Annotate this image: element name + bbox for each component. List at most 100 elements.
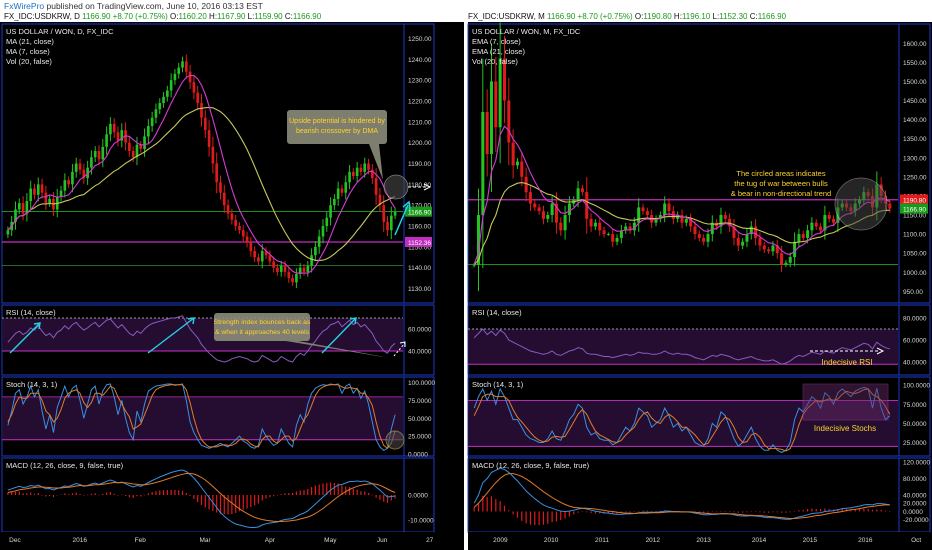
candle-body xyxy=(36,184,40,195)
histogram-bar xyxy=(729,511,731,512)
candle-body xyxy=(784,262,788,265)
publish-info: published on TradingView.com, June 10, 2… xyxy=(44,1,263,11)
histogram-bar xyxy=(806,509,809,512)
histogram-bar xyxy=(64,493,66,495)
candle-body xyxy=(823,215,827,231)
monthly-macd-ytick-label: 120.0000 xyxy=(903,460,930,467)
monthly-rsi-dashed-arrowhead xyxy=(876,347,885,355)
histogram-bar xyxy=(850,509,852,512)
histogram-bar xyxy=(98,494,100,496)
monthly-stoch-series-1 xyxy=(473,386,891,454)
daily-price-candles xyxy=(6,54,397,289)
daily-price-legend-entry: Vol (20, false) xyxy=(6,57,52,66)
candle-body xyxy=(128,142,131,151)
daily-rsi-callout-text: & when it approaches 40 levels xyxy=(215,329,310,336)
candle-body xyxy=(615,237,619,242)
daily-price-ytick-label: 1170.00 xyxy=(408,203,431,210)
monthly-stoch-series-2 xyxy=(473,388,891,452)
candle-body xyxy=(680,215,684,223)
monthly-rsi-band-fill xyxy=(468,329,898,365)
histogram-bar xyxy=(793,511,796,512)
candle-body xyxy=(348,171,351,183)
candle-body xyxy=(498,58,502,128)
daily-x-tick-label: May xyxy=(324,537,337,544)
histogram-bar xyxy=(37,493,39,495)
candle-body xyxy=(472,264,476,266)
candle-body xyxy=(310,255,313,266)
candle-body xyxy=(832,218,836,223)
monthly-x-tick-label: 2014 xyxy=(752,537,767,544)
monthly-price-title: US DOLLAR / WON, M, FX_IDC xyxy=(472,27,581,36)
histogram-bar xyxy=(586,511,588,513)
histogram-bar xyxy=(785,511,787,513)
monthly-rsi-annotation-text: Indecisive RSI xyxy=(821,358,872,367)
monthly-x-tick-label: 2016 xyxy=(858,537,873,544)
daily-price-price-tag-box xyxy=(405,236,432,247)
monthly-price-ytick-label: 1450.00 xyxy=(903,98,927,105)
monthly-x-tick-label: 2012 xyxy=(646,537,661,544)
histogram-bar xyxy=(102,493,104,495)
candle-body xyxy=(507,100,511,143)
histogram-bar xyxy=(185,493,187,495)
histogram-bar xyxy=(394,495,396,499)
histogram-bar xyxy=(802,509,804,512)
histogram-bar xyxy=(52,495,55,497)
daily-price-price-tag: 1166.90 xyxy=(408,210,431,217)
histogram-bar xyxy=(193,495,195,499)
monthly-price-ytick-label: 950.00 xyxy=(903,289,923,296)
histogram-bar xyxy=(473,507,475,512)
candle-body xyxy=(162,96,165,104)
candle-body xyxy=(245,236,249,243)
histogram-bar xyxy=(534,511,536,526)
histogram-bar xyxy=(547,511,549,524)
candle-body xyxy=(340,188,344,193)
histogram-bar xyxy=(503,505,506,512)
histogram-bar xyxy=(140,495,142,497)
monthly-stoch-highlight-box xyxy=(802,383,889,421)
candle-body xyxy=(494,81,498,128)
candle-body xyxy=(749,226,753,235)
monthly-price-legend-entry: EMA (7, close) xyxy=(472,37,521,46)
histogram-bar xyxy=(724,511,726,512)
histogram-bar xyxy=(94,493,96,495)
candle-body xyxy=(230,213,234,220)
candle-body xyxy=(546,215,550,219)
histogram-bar xyxy=(573,511,575,515)
histogram-bar xyxy=(356,489,358,495)
candle-body xyxy=(780,253,784,265)
candle-body xyxy=(689,218,693,227)
right-close: 1166.90 xyxy=(757,12,787,21)
daily-x-tick-label: Dec xyxy=(9,537,21,544)
candle-body xyxy=(363,163,367,172)
panel-divider xyxy=(464,22,468,550)
candle-body xyxy=(593,222,597,227)
monthly-price-circle-highlight xyxy=(834,177,888,231)
histogram-bar xyxy=(876,509,878,512)
histogram-bar xyxy=(742,511,744,513)
daily-price-ytick-label: 1160.00 xyxy=(408,224,431,231)
candle-body xyxy=(723,215,727,219)
histogram-bar xyxy=(763,511,765,513)
candle-body xyxy=(287,271,291,279)
candle-body xyxy=(188,71,192,83)
candle-body xyxy=(295,273,298,283)
candle-body xyxy=(317,236,321,247)
histogram-bar xyxy=(651,511,653,512)
histogram-bar xyxy=(733,511,735,513)
candle-body xyxy=(59,190,63,197)
daily-price-ma-slow-line xyxy=(7,106,396,262)
daily-stoch-ytick-label: 75.0000 xyxy=(408,398,432,405)
candle-body xyxy=(515,161,519,166)
daily-rsi-trend-arrowhead xyxy=(187,317,195,325)
candle-body xyxy=(82,169,86,179)
histogram-bar xyxy=(257,495,260,504)
candle-body xyxy=(97,150,101,160)
left-price: 1166.90 xyxy=(82,12,111,21)
candle-body xyxy=(476,215,481,265)
histogram-bar xyxy=(521,511,523,521)
histogram-bar xyxy=(508,510,510,512)
candle-body xyxy=(524,176,528,193)
histogram-bar xyxy=(128,495,130,498)
histogram-bar xyxy=(477,503,480,512)
publisher-name[interactable]: FxWirePro xyxy=(4,1,45,11)
